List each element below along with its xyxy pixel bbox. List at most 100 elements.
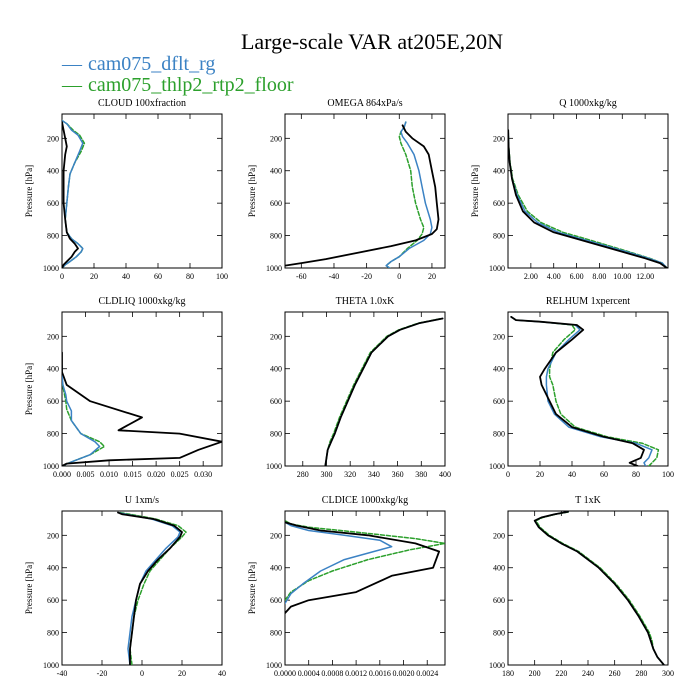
- y-tick-label: 1000: [266, 661, 282, 670]
- plot-frame: [61, 311, 223, 467]
- y-tick-label: 800: [47, 629, 59, 638]
- series-line-reference: [62, 121, 79, 268]
- panel: CLDICE 1000xkg/kg Pressure [hPa] 200 400 600…: [247, 495, 446, 678]
- x-tick-label: 10.00: [613, 272, 631, 281]
- y-tick-label: 800: [270, 430, 282, 439]
- x-tick-label: 8.00: [592, 272, 606, 281]
- y-tick-label: 800: [47, 430, 59, 439]
- y-tick-label: 200: [493, 134, 505, 143]
- x-tick-label: 40: [122, 272, 130, 281]
- y-axis-label: Pressure [hPa]: [470, 165, 480, 217]
- x-tick-label: 20: [178, 669, 186, 678]
- series-line-reference: [285, 521, 440, 614]
- x-tick-label: 2.00: [524, 272, 538, 281]
- x-tick-label: 340: [368, 470, 380, 479]
- series-line-reference: [285, 124, 440, 267]
- x-tick-label: 0.0012: [345, 669, 367, 678]
- y-tick-label: 400: [47, 564, 59, 573]
- x-tick-label: 220: [555, 669, 567, 678]
- x-tick-label: 100: [216, 272, 228, 281]
- x-tick-label: 0.0016: [369, 669, 391, 678]
- y-tick-label: 800: [47, 232, 59, 241]
- x-tick-label: 40: [218, 669, 226, 678]
- y-tick-label: 200: [270, 332, 282, 341]
- x-tick-label: 0.025: [171, 470, 189, 479]
- y-tick-label: 1000: [43, 264, 59, 273]
- y-tick-label: 400: [270, 167, 282, 176]
- series-line-dflt: [533, 511, 665, 665]
- plot-frame: [507, 510, 669, 666]
- y-axis-label: Pressure [hPa]: [247, 562, 257, 614]
- series-line-reference: [117, 511, 183, 665]
- panel-title: CLDICE 1000xkg/kg: [322, 495, 408, 506]
- y-tick-label: 400: [47, 365, 59, 374]
- x-tick-label: 0.0024: [416, 669, 438, 678]
- x-tick-label: 0: [60, 272, 64, 281]
- x-tick-label: 6.00: [570, 272, 584, 281]
- y-axis-label: Pressure [hPa]: [24, 363, 34, 415]
- legend-glyph-floor: —: [61, 74, 83, 96]
- x-tick-label: 0.0008: [321, 669, 343, 678]
- series-line-reference: [62, 351, 222, 466]
- y-tick-label: 400: [493, 365, 505, 374]
- y-tick-label: 200: [493, 332, 505, 341]
- y-tick-label: 800: [270, 232, 282, 241]
- panel: CLDLIQ 1000xkg/kg Pressure [hPa] 200 400 600…: [24, 296, 223, 479]
- legend: — cam075_dflt_rg — cam075_thlp2_rtp2_flo…: [61, 53, 294, 96]
- x-tick-label: 60: [600, 470, 608, 479]
- x-tick-label: 240: [582, 669, 594, 678]
- y-tick-label: 600: [47, 596, 59, 605]
- y-tick-label: 600: [270, 199, 282, 208]
- plot-frame: [61, 113, 223, 269]
- y-tick-label: 1000: [43, 661, 59, 670]
- y-tick-label: 200: [47, 531, 59, 540]
- legend-label-floor: cam075_thlp2_rtp2_floor: [88, 74, 294, 96]
- series-line-dflt: [385, 121, 433, 268]
- x-tick-label: -40: [329, 272, 340, 281]
- x-tick-label: 80: [632, 470, 640, 479]
- x-tick-label: 0.005: [77, 470, 95, 479]
- legend-label-dflt: cam075_dflt_rg: [88, 53, 215, 75]
- x-tick-label: 0.000: [53, 470, 71, 479]
- y-tick-label: 400: [493, 564, 505, 573]
- series-line-reference: [508, 129, 668, 268]
- x-tick-label: 0: [506, 470, 510, 479]
- series-line-floor: [510, 316, 660, 466]
- y-tick-label: 600: [47, 397, 59, 406]
- panel-title: T 1xK: [575, 495, 601, 506]
- x-tick-label: 300: [662, 669, 674, 678]
- x-tick-label: 0.0004: [298, 669, 320, 678]
- x-tick-label: -20: [361, 272, 372, 281]
- panel-title: U 1xm/s: [125, 495, 159, 506]
- x-tick-label: 0.0000: [274, 669, 296, 678]
- panel-title: RELHUM 1xpercent: [546, 296, 630, 307]
- panel: Q 1000xkg/kg Pressure [hPa] 200 400 600 800 10…: [470, 98, 669, 281]
- plot-frame: [284, 113, 446, 269]
- y-axis-label: Pressure [hPa]: [24, 165, 34, 217]
- x-tick-label: 60: [154, 272, 162, 281]
- series-line-floor: [535, 511, 665, 665]
- x-tick-label: -60: [296, 272, 307, 281]
- x-tick-label: 400: [439, 470, 451, 479]
- series-line-reference: [324, 317, 444, 466]
- y-tick-label: 600: [493, 596, 505, 605]
- legend-glyph-dflt: —: [61, 53, 83, 75]
- y-tick-label: 1000: [489, 661, 505, 670]
- series-line-dflt: [62, 119, 84, 268]
- x-tick-label: 80: [186, 272, 194, 281]
- panel: THETA 1.0xK 200 400 600 800 1000 280 300 320 340 3…: [266, 296, 451, 479]
- plot-frame: [507, 311, 669, 467]
- x-tick-label: 280: [635, 669, 647, 678]
- y-tick-label: 200: [47, 134, 59, 143]
- legend-entry-floor: — cam075_thlp2_rtp2_floor: [61, 74, 294, 96]
- y-tick-label: 1000: [266, 264, 282, 273]
- series-line-dflt: [508, 129, 668, 268]
- series-line-floor: [119, 511, 187, 665]
- y-tick-label: 400: [270, 564, 282, 573]
